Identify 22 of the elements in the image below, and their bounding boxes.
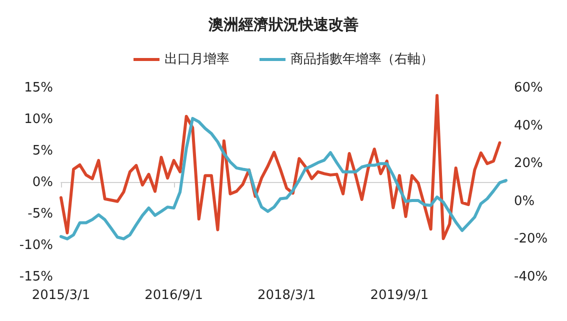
y2-tick-label: 40% xyxy=(514,118,543,134)
y-tick-label: 10% xyxy=(24,112,53,127)
x-tick-label: 2018/3/1 xyxy=(257,288,316,303)
x-tick-label: 2019/9/1 xyxy=(370,288,429,303)
legend-label: 商品指數年增率（右軸） xyxy=(290,51,434,67)
y2-tick-label: 60% xyxy=(514,80,543,96)
y2-tick-label: 0% xyxy=(514,194,535,209)
y-tick-label: 5% xyxy=(32,144,53,158)
y2-tick-label: -20% xyxy=(514,232,548,247)
y-tick-label: -10% xyxy=(19,238,53,253)
legend-label: 出口月增率 xyxy=(164,51,230,67)
line-series xyxy=(60,116,508,240)
y2-tick-label: -40% xyxy=(514,270,548,284)
x-tick-label: 2016/9/1 xyxy=(144,288,204,303)
chart-title: 澳洲經濟狀況快速改善 xyxy=(208,16,358,34)
y-tick-label: -15% xyxy=(19,270,53,284)
y-tick-label: -5% xyxy=(28,206,53,222)
y-tick-label: 0% xyxy=(32,175,53,190)
y-tick-label: 15% xyxy=(24,80,53,96)
x-tick-label: 2015/3/1 xyxy=(32,288,90,303)
line-series xyxy=(60,94,502,240)
y2-tick-label: 20% xyxy=(514,156,543,172)
